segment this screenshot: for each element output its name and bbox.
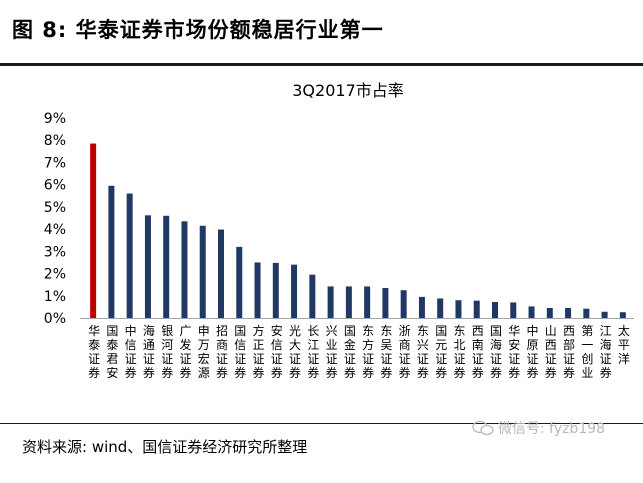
bottom-rule — [0, 423, 643, 424]
bar — [583, 308, 590, 318]
bar — [400, 290, 407, 318]
bar — [199, 225, 206, 318]
x-tick-label: 第一创业 — [581, 324, 593, 380]
bar — [327, 286, 334, 318]
bar — [455, 300, 462, 318]
y-tick-label: 0% — [44, 311, 66, 327]
y-tick-label: 5% — [44, 200, 66, 216]
x-tick-label: 国金证券 — [344, 324, 356, 380]
chart-area: 3Q2017市占率 0% 1% 2% 3% 4% 5% 6% 7% 8% 9% 华泰证券 国泰君安 中信证… — [0, 66, 643, 422]
y-tick-label: 9% — [44, 111, 66, 127]
source-note: 资料来源: wind、国信证券经济研究所整理 — [22, 438, 308, 456]
bar — [181, 221, 188, 318]
bar — [126, 193, 133, 318]
bar — [473, 300, 480, 318]
x-tick-label: 国泰君安 — [106, 324, 118, 380]
bar — [309, 274, 316, 318]
watermark: 微信号: fyzb198 — [472, 418, 605, 438]
bar — [272, 262, 279, 318]
x-tick-label: 西部证券 — [563, 324, 575, 380]
x-tick-label: 中原证券 — [527, 323, 539, 380]
y-tick-label: 1% — [44, 289, 66, 305]
x-tick-label: 申万宏源 — [198, 324, 210, 380]
x-tick-label: 光大证券 — [289, 324, 301, 380]
x-tick-label: 江海证券 — [600, 324, 612, 380]
bar — [565, 308, 572, 318]
x-tick-label: 太平洋 — [618, 323, 630, 366]
y-tick-label: 4% — [44, 222, 66, 238]
watermark-text: 微信号: fyzb198 — [498, 421, 606, 437]
bar — [236, 246, 243, 318]
x-tick-label: 招商证券 — [216, 324, 228, 380]
chart-title: 3Q2017市占率 — [292, 81, 404, 100]
x-tick-label: 中信证券 — [125, 323, 137, 380]
y-tick-label: 6% — [44, 178, 66, 194]
x-tick-label: 东吴证券 — [380, 324, 392, 380]
x-tick-label: 国元证券 — [435, 324, 447, 380]
top-rule — [0, 63, 643, 66]
bar — [163, 215, 170, 318]
x-tick-label: 银河证券 — [161, 324, 173, 380]
y-tick-label: 2% — [44, 267, 66, 283]
bar-chart: 3Q2017市占率 0% 1% 2% 3% 4% 5% 6% 7% 8% 9% 华泰证券国泰君安中信证… — [44, 81, 634, 380]
x-tick-label: 国信证券 — [234, 324, 246, 380]
bar — [418, 296, 425, 318]
figure-title: 图 8: 华泰证券市场份额稳居行业第一 — [12, 18, 384, 42]
x-tick-label: 浙商证券 — [399, 324, 411, 380]
x-tick-label: 华安证券 — [508, 324, 520, 380]
y-tick-label: 3% — [44, 244, 66, 260]
x-tick-label: 兴业证券 — [326, 324, 338, 380]
bar — [218, 229, 224, 318]
bar — [382, 288, 389, 318]
x-tick-label: 东兴证券 — [417, 324, 429, 380]
x-tick-label: 方正证券 — [253, 323, 265, 380]
x-tick-label: 安信证券 — [271, 323, 283, 380]
wechat-icon — [472, 420, 494, 436]
x-tick-label: 山西证券 — [545, 324, 557, 380]
x-tick-label: 西南证券 — [472, 324, 484, 380]
bar — [528, 306, 535, 318]
y-tick-label: 7% — [44, 155, 66, 171]
x-tick-label: 海通证券 — [143, 323, 155, 380]
bar — [510, 302, 517, 318]
bar — [345, 286, 352, 318]
bar — [619, 312, 626, 318]
bar — [254, 262, 261, 318]
x-tick-label: 国海证券 — [490, 324, 502, 380]
bar — [364, 286, 371, 318]
figure-header: 图 8: 华泰证券市场份额稳居行业第一 — [0, 0, 643, 60]
bar — [90, 143, 97, 318]
bar — [437, 298, 444, 318]
bar — [108, 185, 115, 318]
y-tick-label: 8% — [44, 133, 66, 149]
x-tick-label: 广发证券 — [179, 324, 191, 380]
bar — [546, 308, 553, 318]
bar — [291, 264, 298, 318]
x-tick-label: 华泰证券 — [88, 324, 100, 380]
bar — [144, 215, 151, 318]
bar — [601, 311, 608, 318]
x-tick-label: 东方证券 — [362, 324, 374, 380]
bar — [492, 302, 498, 318]
x-tick-label: 长江证券 — [307, 324, 319, 380]
x-tick-label: 东北证券 — [453, 324, 465, 380]
